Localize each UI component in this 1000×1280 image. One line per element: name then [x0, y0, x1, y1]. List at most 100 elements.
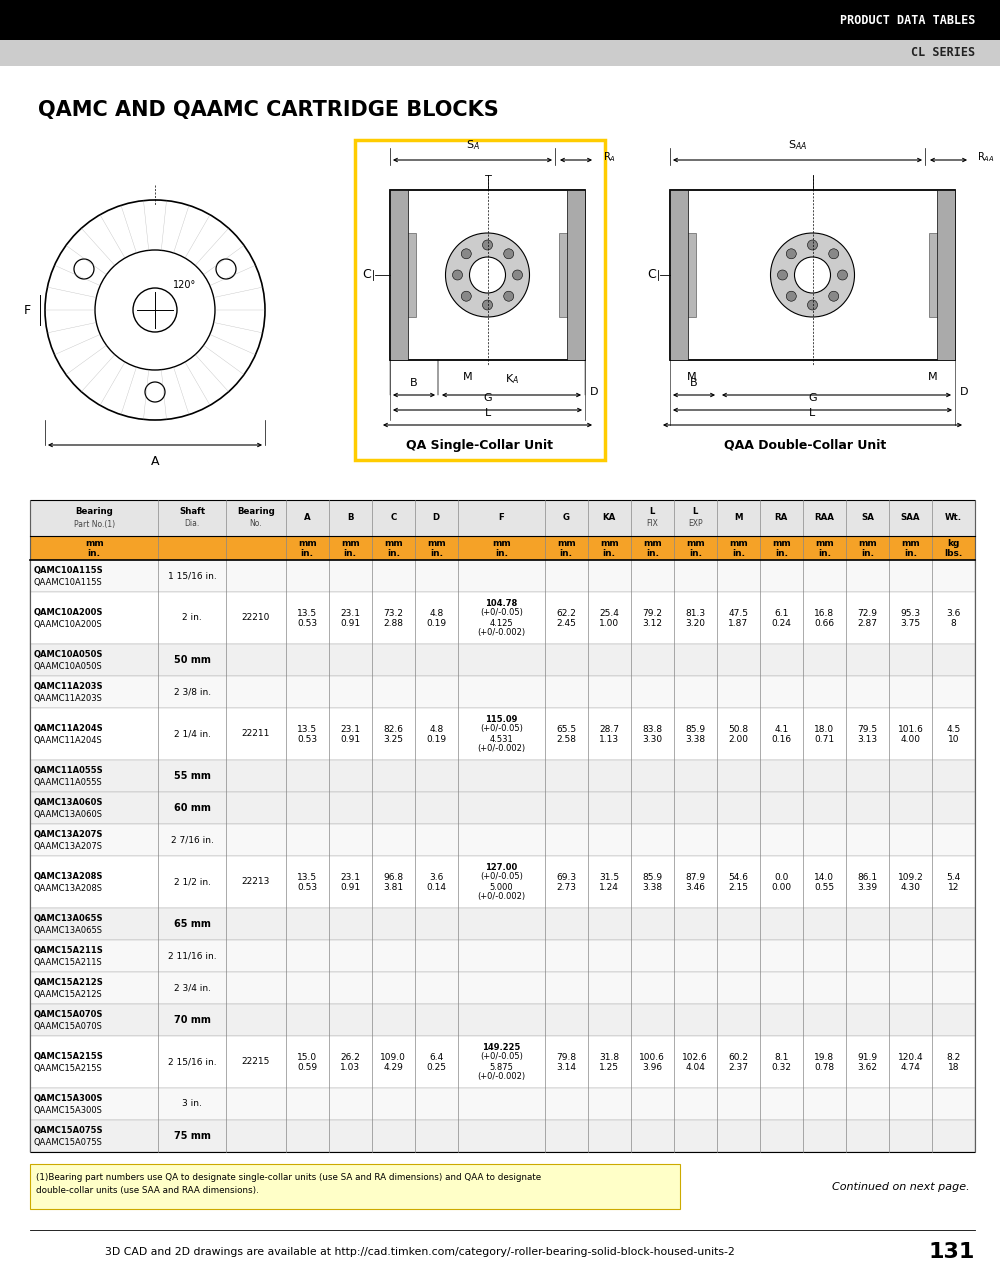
Text: in.: in.	[387, 549, 400, 558]
Text: in.: in.	[818, 549, 831, 558]
Text: 3.62: 3.62	[857, 1062, 877, 1071]
Text: QAAMC15A211S: QAAMC15A211S	[34, 957, 103, 966]
Bar	[30, 856, 975, 908]
Circle shape	[504, 292, 514, 301]
Text: QAAMC10A050S: QAAMC10A050S	[34, 662, 103, 671]
Text: 65 mm: 65 mm	[174, 919, 211, 929]
Text: SAA: SAA	[901, 513, 920, 522]
Text: 18.0: 18.0	[814, 724, 834, 733]
Text: S$_{AA}$: S$_{AA}$	[788, 138, 807, 152]
Text: mm: mm	[557, 539, 576, 549]
Text: in.: in.	[861, 549, 874, 558]
Text: in.: in.	[689, 549, 702, 558]
Text: 2.37: 2.37	[728, 1062, 748, 1071]
Text: 3.38: 3.38	[685, 735, 705, 744]
Text: 3.30: 3.30	[642, 735, 662, 744]
Text: 16.8: 16.8	[814, 608, 834, 617]
Text: 4.125: 4.125	[489, 618, 513, 627]
Text: 3.13: 3.13	[857, 735, 877, 744]
Text: D: D	[590, 387, 598, 397]
Text: 2.15: 2.15	[728, 882, 748, 891]
Text: QAAMC15A215S: QAAMC15A215S	[34, 1064, 103, 1073]
Text: in.: in.	[603, 549, 616, 558]
Text: 0.55: 0.55	[814, 882, 834, 891]
Circle shape	[794, 257, 830, 293]
Text: L: L	[650, 507, 655, 517]
Text: 0.91: 0.91	[340, 882, 360, 891]
Text: QAMC15A075S: QAMC15A075S	[34, 1125, 104, 1134]
Text: (+0/-0.05): (+0/-0.05)	[480, 873, 523, 882]
Text: 4.74: 4.74	[901, 1062, 920, 1071]
Text: 10: 10	[948, 735, 959, 744]
Text: QAMC13A065S: QAMC13A065S	[34, 914, 104, 923]
Circle shape	[461, 292, 471, 301]
Text: Dia.: Dia.	[185, 520, 200, 529]
Text: mm: mm	[815, 539, 834, 549]
Text: 1.00: 1.00	[599, 618, 619, 627]
Text: double-collar units (use SAA and RAA dimensions).: double-collar units (use SAA and RAA dim…	[36, 1187, 259, 1196]
Text: Part No.(1): Part No.(1)	[74, 520, 115, 529]
Text: 13.5: 13.5	[297, 608, 317, 617]
Text: 13.5: 13.5	[297, 873, 317, 882]
Text: 81.3: 81.3	[685, 608, 705, 617]
Text: 19.8: 19.8	[814, 1052, 834, 1061]
Text: QAMC15A215S: QAMC15A215S	[34, 1051, 104, 1061]
Text: 4.30: 4.30	[900, 882, 920, 891]
Circle shape	[470, 257, 506, 293]
Bar	[30, 591, 975, 644]
Text: 60.2: 60.2	[728, 1052, 748, 1061]
Text: S$_A$: S$_A$	[466, 138, 479, 152]
Text: mm: mm	[384, 539, 403, 549]
Text: FIX: FIX	[646, 520, 658, 529]
Bar	[0, 0, 1000, 40]
Text: 2 in.: 2 in.	[182, 613, 202, 622]
Text: 85.9: 85.9	[685, 724, 705, 733]
Text: QAAMC11A204S: QAAMC11A204S	[34, 736, 103, 745]
Text: 1.24: 1.24	[599, 882, 619, 891]
Text: EXP: EXP	[688, 520, 703, 529]
Text: 0.00: 0.00	[771, 882, 791, 891]
Text: 12: 12	[948, 882, 959, 891]
Text: 100.6: 100.6	[639, 1052, 665, 1061]
Text: 3.12: 3.12	[642, 618, 662, 627]
Bar	[30, 1120, 975, 1152]
Text: QAMC13A208S: QAMC13A208S	[34, 872, 103, 881]
Text: R$_{AA}$: R$_{AA}$	[977, 150, 995, 164]
Text: RA: RA	[775, 513, 788, 522]
Text: 54.6: 54.6	[728, 873, 748, 882]
Text: 83.8: 83.8	[642, 724, 662, 733]
Text: 2.45: 2.45	[556, 618, 576, 627]
Text: QAMC10A050S: QAMC10A050S	[34, 649, 103, 658]
Text: PRODUCT DATA TABLES: PRODUCT DATA TABLES	[840, 14, 975, 27]
Text: 75 mm: 75 mm	[174, 1132, 211, 1140]
Text: mm: mm	[341, 539, 360, 549]
Text: in.: in.	[560, 549, 573, 558]
Text: 4.5: 4.5	[946, 724, 961, 733]
Bar	[30, 536, 975, 561]
Text: 55 mm: 55 mm	[174, 771, 211, 781]
Bar	[30, 908, 975, 940]
Text: 120.4: 120.4	[898, 1052, 923, 1061]
Bar	[688, 233, 696, 317]
Text: C: C	[390, 513, 396, 522]
Text: 0.0: 0.0	[774, 873, 789, 882]
Text: 2.73: 2.73	[556, 882, 576, 891]
Text: 5.875: 5.875	[489, 1062, 513, 1071]
Text: 2 7/16 in.: 2 7/16 in.	[171, 836, 214, 845]
Bar	[390, 189, 585, 360]
Text: 28.7: 28.7	[599, 724, 619, 733]
Bar	[30, 940, 975, 972]
Bar	[937, 189, 955, 360]
Text: QAMC15A212S: QAMC15A212S	[34, 978, 104, 987]
Circle shape	[452, 270, 462, 280]
Text: 3.81: 3.81	[383, 882, 403, 891]
Text: 79.8: 79.8	[556, 1052, 576, 1061]
Text: 26.2: 26.2	[340, 1052, 360, 1061]
Text: mm: mm	[772, 539, 791, 549]
Text: 127.00: 127.00	[485, 863, 517, 872]
Text: 0.59: 0.59	[297, 1062, 317, 1071]
Circle shape	[770, 233, 854, 317]
Text: D: D	[960, 387, 968, 397]
Text: QAMC13A207S: QAMC13A207S	[34, 829, 103, 838]
Text: 1.03: 1.03	[340, 1062, 360, 1071]
